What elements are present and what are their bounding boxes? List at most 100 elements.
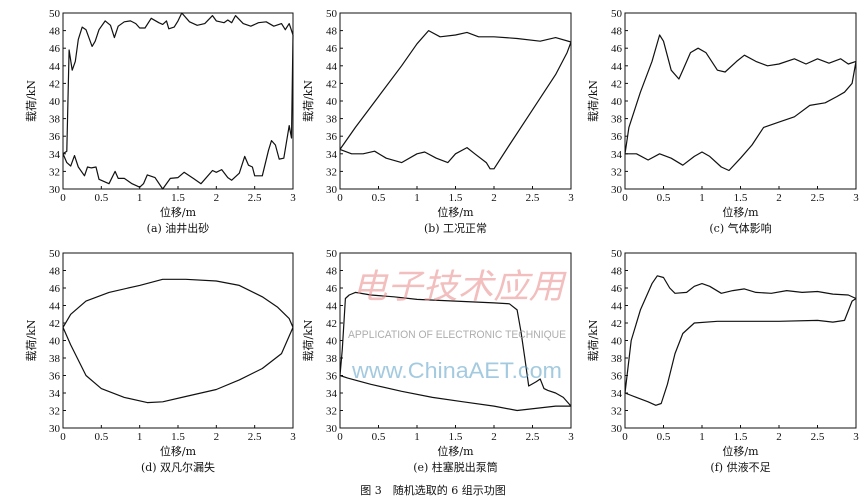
y-tick-label: 38 xyxy=(611,353,623,365)
y-tick-label: 50 xyxy=(611,248,623,260)
x-tick-label: 2 xyxy=(491,192,497,204)
x-tick-label: 1.5 xyxy=(171,431,185,443)
y-tick-label: 46 xyxy=(326,43,338,55)
chart-5: 0 0.5 1 1.5 2 2.5 3 30 32 34 36 38 40 42 44 46 48 50 位移/m (… xyxy=(587,248,859,474)
x-tick-label: 1 xyxy=(414,431,420,443)
upstroke-curve xyxy=(339,30,572,150)
y-tick-label: 34 xyxy=(49,388,61,400)
y-tick-label: 40 xyxy=(49,336,61,348)
x-tick-label: 0 xyxy=(337,431,343,443)
x-tick-label: 1 xyxy=(137,192,143,204)
y-tick-label: 40 xyxy=(49,96,61,108)
x-tick-label: 1 xyxy=(137,431,143,443)
x-tick-label: 2.5 xyxy=(811,192,825,204)
y-tick-label: 30 xyxy=(49,423,61,435)
x-tick-label: 0 xyxy=(622,192,628,204)
y-tick-label: 44 xyxy=(611,301,623,313)
upstroke-curve xyxy=(624,34,857,154)
y-tick-label: 30 xyxy=(326,184,338,196)
y-tick-label: 44 xyxy=(49,61,61,73)
chart-4: 0 0.5 1 1.5 2 2.5 3 30 32 34 36 38 40 42 44 46 48 50 位移/m (… xyxy=(302,248,574,474)
plot-frame xyxy=(624,252,857,429)
x-tick-label: 0.5 xyxy=(657,431,671,443)
x-tick-label: 1 xyxy=(414,192,420,204)
y-tick-label: 42 xyxy=(611,318,622,330)
y-tick-label: 38 xyxy=(49,353,61,365)
upstroke-curve xyxy=(62,278,294,328)
y-tick-label: 30 xyxy=(326,423,338,435)
x-tick-label: 1.5 xyxy=(734,431,748,443)
subplot-caption: (c) 气体影响 xyxy=(709,221,771,235)
y-tick-label: 40 xyxy=(611,336,623,348)
upstroke-curve xyxy=(624,275,857,394)
x-tick-label: 2.5 xyxy=(248,192,262,204)
y-tick-label: 36 xyxy=(611,131,623,143)
x-tick-label: 2.5 xyxy=(811,431,825,443)
watermark-chinese: 电子技术应用 xyxy=(352,267,567,307)
y-tick-label: 32 xyxy=(611,166,622,178)
y-axis-label: 载荷/kN xyxy=(302,80,315,122)
x-axis-label: 位移/m xyxy=(160,205,197,219)
x-tick-label: 0 xyxy=(60,192,66,204)
x-tick-label: 1 xyxy=(699,431,705,443)
x-tick-label: 0.5 xyxy=(94,192,108,204)
x-tick-label: 3 xyxy=(853,192,859,204)
x-axis-label: 位移/m xyxy=(437,444,474,458)
y-tick-label: 50 xyxy=(611,8,623,20)
y-axis-label: 载荷/kN xyxy=(25,80,38,122)
downstroke-curve xyxy=(339,374,571,412)
y-tick-label: 44 xyxy=(611,61,623,73)
y-tick-label: 30 xyxy=(49,184,61,196)
watermark: 电子技术应用 APPLICATION OF ELECTRONIC TECHNIQ… xyxy=(348,267,567,383)
watermark-url: www.ChinaAET.com xyxy=(351,358,562,383)
y-tick-label: 44 xyxy=(326,301,338,313)
x-tick-label: 3 xyxy=(290,431,296,443)
x-tick-label: 0.5 xyxy=(372,192,386,204)
x-tick-label: 1.5 xyxy=(449,431,463,443)
x-tick-label: 2 xyxy=(491,431,497,443)
y-tick-label: 48 xyxy=(326,26,338,38)
figure-caption: 图 3 随机选取的 6 组示功图 xyxy=(360,483,506,497)
y-tick-label: 46 xyxy=(611,43,623,55)
y-tick-label: 50 xyxy=(326,8,338,20)
downstroke-curve xyxy=(624,298,857,406)
y-tick-label: 44 xyxy=(326,61,338,73)
upstroke-curve xyxy=(339,291,572,407)
subplot-caption: (d) 双凡尔漏失 xyxy=(141,461,215,474)
subplot-caption: (e) 柱塞脱出泵筒 xyxy=(413,460,498,474)
y-tick-label: 42 xyxy=(326,78,337,90)
x-tick-label: 2.5 xyxy=(248,431,262,443)
y-tick-label: 48 xyxy=(49,26,61,38)
x-tick-label: 1.5 xyxy=(734,192,748,204)
y-tick-label: 40 xyxy=(326,336,338,348)
y-tick-label: 46 xyxy=(611,283,623,295)
y-tick-label: 36 xyxy=(326,371,338,383)
y-tick-label: 48 xyxy=(611,266,623,278)
y-tick-label: 42 xyxy=(49,78,60,90)
y-tick-label: 34 xyxy=(611,149,623,161)
y-axis-label: 载荷/kN xyxy=(25,319,38,361)
x-tick-label: 3 xyxy=(853,431,859,443)
plot-frame xyxy=(624,12,857,190)
y-tick-label: 44 xyxy=(49,301,61,313)
x-axis-label: 位移/m xyxy=(722,205,759,219)
downstroke-curve xyxy=(339,41,572,170)
x-tick-label: 0 xyxy=(337,192,343,204)
y-tick-label: 48 xyxy=(326,266,338,278)
x-tick-label: 3 xyxy=(290,192,296,204)
x-tick-label: 1 xyxy=(699,192,705,204)
x-axis-label: 位移/m xyxy=(437,205,474,219)
y-tick-label: 32 xyxy=(49,166,60,178)
y-tick-label: 32 xyxy=(326,406,337,418)
downstroke-curve xyxy=(62,34,294,190)
y-tick-label: 36 xyxy=(611,371,623,383)
y-tick-label: 34 xyxy=(326,149,338,161)
y-tick-label: 42 xyxy=(326,318,337,330)
y-tick-label: 30 xyxy=(611,423,623,435)
x-tick-label: 0 xyxy=(622,431,628,443)
y-tick-label: 34 xyxy=(49,149,61,161)
x-tick-label: 2 xyxy=(214,431,220,443)
y-tick-label: 42 xyxy=(611,78,622,90)
chart-1: 0 0.5 1 1.5 2 2.5 3 30 32 34 36 38 40 42 44 46 48 50 位移/m (… xyxy=(302,8,574,235)
